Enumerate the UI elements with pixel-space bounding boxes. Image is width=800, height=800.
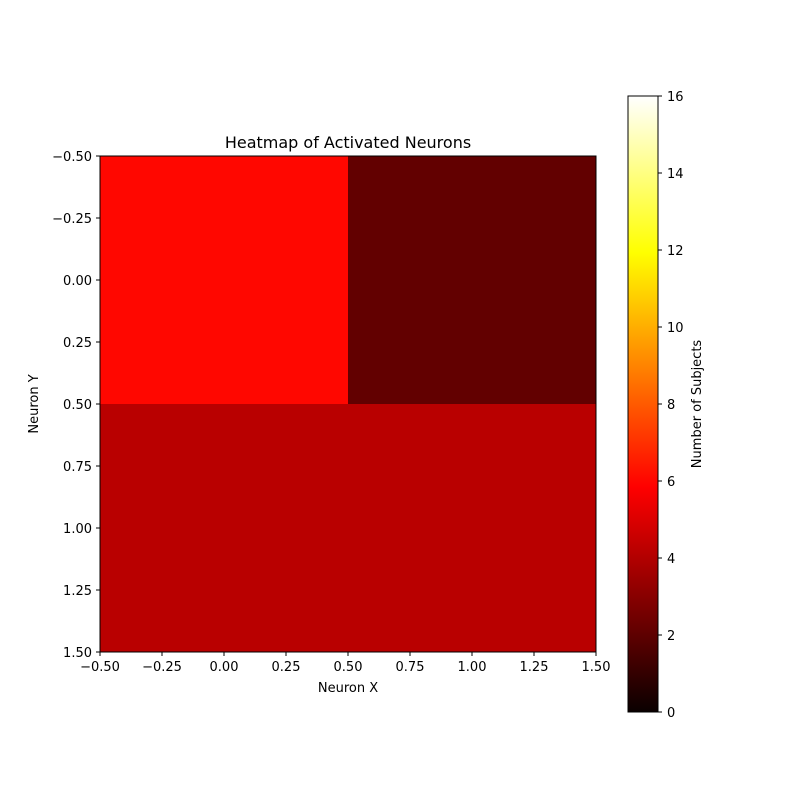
- heatmap-cell-1-0: [100, 404, 348, 652]
- colorbar-tick-label: 8: [667, 398, 675, 413]
- colorbar-tick-label: 14: [667, 167, 684, 182]
- y-axis: −0.50 −0.25 0.00 0.25 0.50 0.75 1.00 1.25 1.50: [52, 150, 100, 661]
- colorbar-tick-label: 10: [667, 321, 684, 336]
- colorbar-tick-label: 4: [667, 552, 675, 567]
- y-tick-label: 1.00: [63, 522, 92, 537]
- heatmap-cell-0-1: [348, 156, 596, 404]
- colorbar-tick-label: 16: [667, 90, 684, 105]
- heatmap-cell-1-1: [348, 404, 596, 652]
- x-axis-label: Neuron X: [318, 681, 378, 696]
- y-axis-label: Neuron Y: [27, 374, 42, 433]
- heatmap-cell-0-0: [100, 156, 348, 404]
- colorbar: [627, 95, 659, 713]
- x-tick-label: −0.50: [80, 660, 120, 675]
- x-tick-label: 0.25: [272, 660, 301, 675]
- x-tick-label: −0.25: [142, 660, 182, 675]
- y-tick-label: −0.25: [52, 212, 92, 227]
- y-tick-label: 0.75: [63, 460, 92, 475]
- y-tick-label: 1.50: [63, 646, 92, 661]
- x-tick-label: 0.75: [396, 660, 425, 675]
- y-tick-label: 0.00: [63, 274, 92, 289]
- colorbar-axis: 0 2 4 6 8 10 12 14 16: [658, 90, 684, 721]
- x-tick-label: 1.00: [458, 660, 487, 675]
- colorbar-tick-label: 6: [667, 475, 675, 490]
- colorbar-tick-label: 12: [667, 244, 684, 259]
- heatmap-cells: [100, 156, 596, 652]
- y-tick-label: 0.25: [63, 336, 92, 351]
- colorbar-label: Number of Subjects: [690, 340, 705, 469]
- x-tick-label: 0.50: [334, 660, 363, 675]
- x-tick-label: 1.50: [582, 660, 611, 675]
- y-tick-label: 0.50: [63, 398, 92, 413]
- colorbar-tick-label: 0: [667, 706, 675, 721]
- y-tick-label: −0.50: [52, 150, 92, 165]
- x-axis: −0.50 −0.25 0.00 0.25 0.50 0.75 1.00 1.25 1.50: [80, 652, 610, 675]
- y-tick-label: 1.25: [63, 584, 92, 599]
- x-tick-label: 0.00: [210, 660, 239, 675]
- colorbar-tick-label: 2: [667, 629, 675, 644]
- chart-title: Heatmap of Activated Neurons: [225, 133, 471, 152]
- x-tick-label: 1.25: [520, 660, 549, 675]
